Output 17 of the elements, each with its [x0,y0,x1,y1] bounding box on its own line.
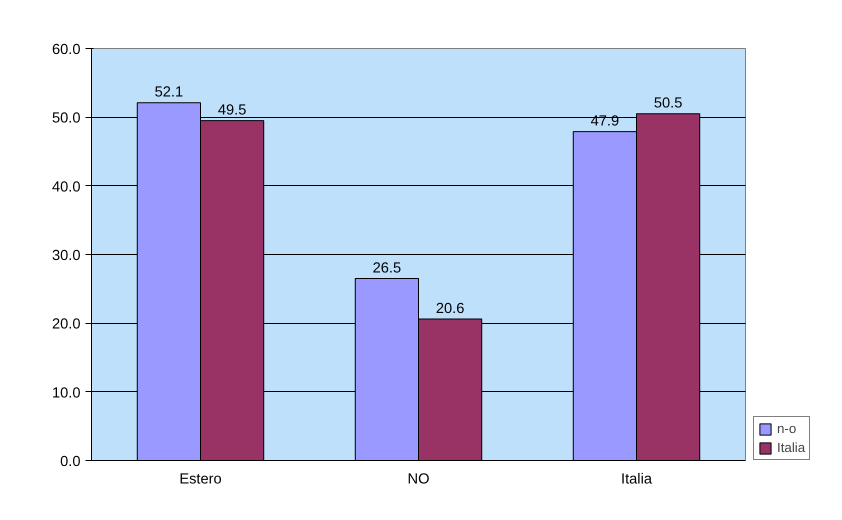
y-tick-label: 60.0 [52,42,81,58]
y-tick-label: 20.0 [52,316,81,333]
x-tick-label: Italia [621,472,653,488]
y-tick-label: 0.0 [60,454,80,470]
data-label: 50.5 [654,96,682,112]
data-label: 20.6 [436,301,464,318]
data-label: 26.5 [372,260,402,277]
y-tick-label: 50.0 [52,110,81,127]
x-tick-label: NO [408,472,430,488]
data-label: 52.1 [154,84,184,101]
legend-label: n-o [777,421,797,436]
y-tick-label: 40.0 [52,179,81,196]
x-tick-label: Estero [179,472,222,488]
data-label: 49.5 [218,102,246,119]
y-tick-label: 30.0 [52,248,81,264]
legend-label: Italia [777,440,806,455]
y-tick-label: 10.0 [52,385,81,402]
